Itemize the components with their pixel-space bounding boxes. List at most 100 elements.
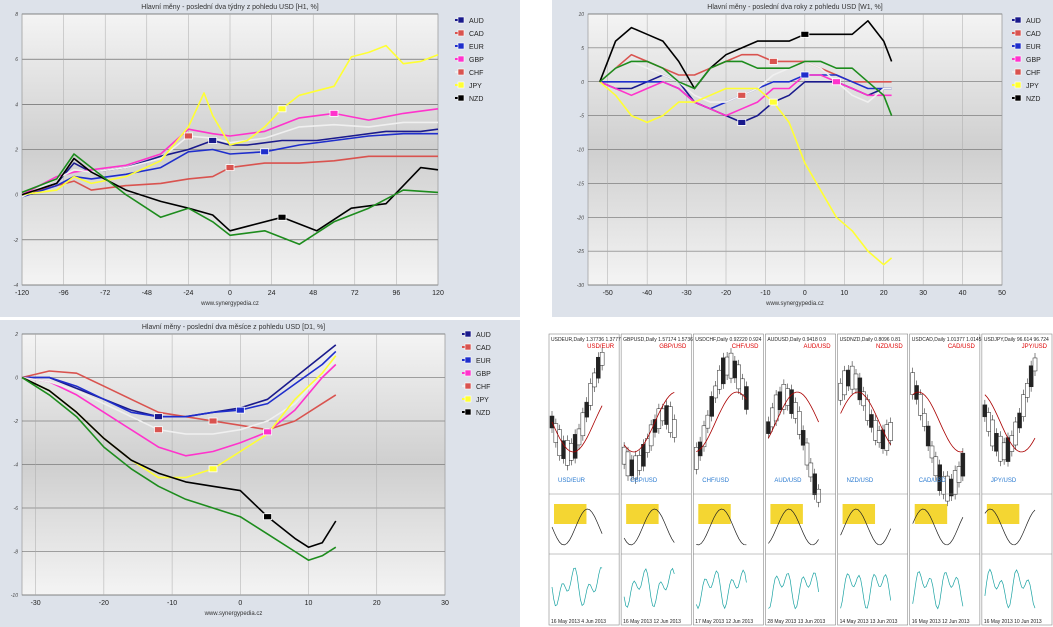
swiss-flag-icon (1014, 68, 1022, 76)
mt4-pane-header: USDJPY,Daily 96.614 96.724 (984, 337, 1049, 343)
x-tick-label: 10 (840, 290, 848, 297)
candle-body (949, 478, 954, 497)
candle-body (1001, 442, 1007, 461)
mt4-pane-header: USDCHF,Daily 0.92220 0.924 (695, 337, 761, 343)
series-line-unlabeled (21, 153, 439, 246)
x-tick-label: -30 (682, 290, 692, 297)
candle-body (925, 425, 931, 447)
y-tick-label: 0 (15, 193, 18, 199)
candle-body (584, 401, 589, 418)
candle-body (1025, 383, 1030, 398)
y-tick-label: -4 (14, 463, 19, 469)
x-tick-label: 48 (309, 290, 317, 297)
legend-label-cad: CAD (476, 345, 491, 352)
credit-text: www.synergypedia.cz (204, 611, 263, 617)
series-line-unlabeled (599, 60, 893, 116)
series-line-eur (22, 350, 337, 418)
credit-text: www.synergypedia.cz (200, 301, 259, 307)
candle-body (960, 452, 966, 477)
candle-body (656, 408, 662, 429)
x-tick-label: -120 (15, 290, 29, 297)
x-tick-label: 10 (305, 600, 313, 607)
candle-body (929, 445, 935, 459)
canada-flag-icon (457, 29, 465, 37)
flag-marker-nzd (263, 513, 273, 521)
x-tick-label: 72 (351, 290, 359, 297)
flag-marker-chf (183, 132, 193, 140)
mt4-pane-symbol: GBP/USD (659, 344, 687, 350)
mt4-pane-header: USDEUR,Daily 1.37736 1.37771 1.37 (551, 337, 635, 343)
candle-body (1032, 357, 1038, 372)
legend-label-cad: CAD (469, 31, 484, 38)
legend-label-eur: EUR (1026, 44, 1041, 51)
mt4-pane: USDJPY,Daily 96.614 96.724JPY/USDJPY/USD… (981, 333, 1053, 626)
y-tick-label: -10 (577, 148, 584, 154)
x-tick-label: 40 (959, 290, 967, 297)
flag-marker-chf (737, 91, 747, 99)
candle-body (721, 357, 726, 385)
mt4-pane: USDNZD,Daily 0.8096 0.81NZD/USDNZD/USD14… (837, 333, 909, 626)
flag-marker-jpy (208, 465, 218, 473)
flag-marker-chf (154, 426, 163, 434)
candle-body (1021, 394, 1026, 417)
candle-body (888, 422, 893, 441)
y-tick-label: -20 (577, 215, 584, 221)
candle-body (561, 440, 566, 459)
candle-body (705, 414, 711, 429)
mt4-pane-symbol: CAD/USD (948, 344, 976, 350)
candle-body (629, 459, 635, 477)
mt4-pane-date-axis: 28 May 2013 13 Jun 2013 (767, 619, 825, 625)
series-line-gbp (21, 363, 337, 457)
candle-body (717, 369, 722, 390)
mt4-pane-date-axis: 17 May 2013 12 Jun 2013 (695, 619, 753, 625)
candle-body (668, 406, 673, 433)
legend-label-aud: AUD (476, 332, 491, 339)
chart-panel-d1: Hlavní měny - poslední dva měsíce z pohl… (0, 320, 520, 627)
candle-body (565, 440, 570, 466)
x-tick-label: 20 (880, 290, 888, 297)
candle-body (773, 394, 779, 422)
flag-marker-nzd (800, 30, 810, 38)
candle-body (599, 352, 605, 366)
uk-flag-icon (1014, 55, 1022, 63)
x-tick-label: -48 (142, 290, 152, 297)
y-tick-label: 2 (14, 148, 18, 154)
series-line-jpy (21, 44, 439, 196)
legend-label-jpy: JPY (469, 83, 482, 90)
flag-marker-jpy (768, 98, 778, 106)
legend-label-chf: CHF (469, 70, 483, 77)
mt4-pane-symbol-bottom: CHF/USD (702, 478, 729, 484)
macd-line (768, 508, 819, 546)
legend-label-nzd: NZD (476, 410, 490, 417)
chart-w1-svg: Hlavní měny - poslední dva roky z pohled… (577, 4, 1041, 307)
candle-body (952, 470, 958, 495)
macd-histogram (914, 504, 948, 524)
swiss-flag-icon (464, 382, 472, 390)
mt4-pane-header: GBPUSD,Daily 1.57174 1.57363 (623, 337, 696, 343)
candle-body (869, 414, 874, 428)
macd-histogram (842, 504, 876, 524)
flag-marker-aud (208, 137, 218, 144)
candle-body (982, 404, 988, 418)
australia-flag-icon (1014, 16, 1022, 24)
uk-flag-icon (457, 55, 465, 63)
candle-body (637, 455, 642, 471)
x-tick-label: 30 (919, 290, 927, 297)
moving-average-line (912, 391, 963, 453)
x-tick-label: 96 (393, 290, 401, 297)
candle-body (1009, 435, 1015, 452)
moving-average-line (551, 405, 603, 453)
cci-line (695, 569, 747, 610)
x-tick-label: 0 (228, 290, 232, 297)
mt4-pane-date-axis: 16 May 2013 10 Jun 2013 (984, 619, 1042, 625)
new-zealand-flag-icon (464, 408, 472, 416)
x-tick-label: 30 (441, 600, 449, 607)
y-tick-label: 5 (581, 46, 584, 52)
macd-histogram (626, 504, 659, 524)
eu-flag-icon (457, 42, 465, 50)
candle-body (846, 369, 851, 387)
x-tick-label: -20 (721, 290, 731, 297)
macd-line (912, 508, 964, 546)
candle-body (709, 396, 714, 417)
candle-body (804, 442, 810, 466)
